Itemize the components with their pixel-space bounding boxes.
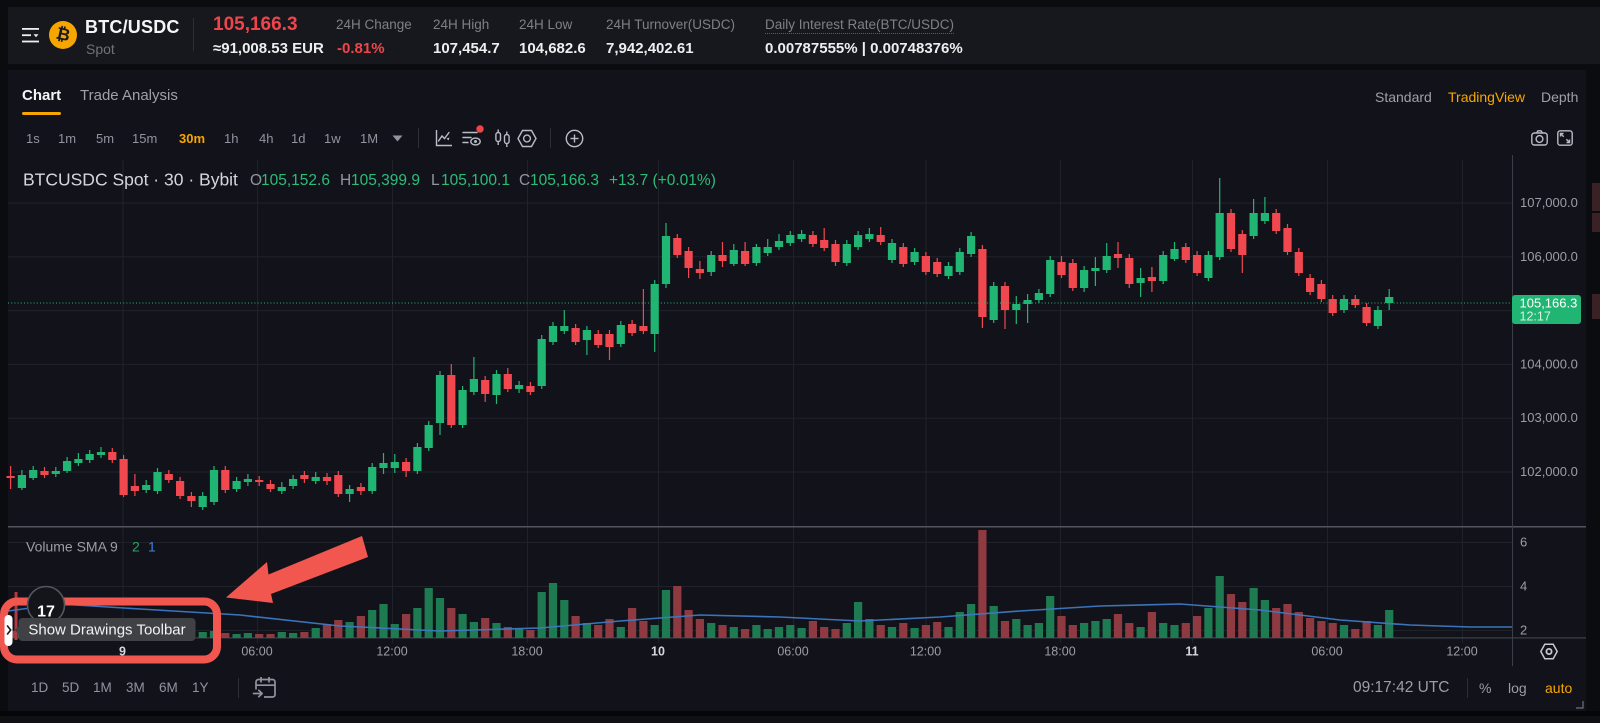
svg-text:11: 11 — [1185, 645, 1198, 659]
svg-text:1: 1 — [148, 539, 156, 555]
svg-text:12:00: 12:00 — [376, 645, 407, 659]
svg-text:17: 17 — [37, 604, 55, 621]
svg-text:105,152.6: 105,152.6 — [261, 172, 330, 189]
svg-text:102,000.0: 102,000.0 — [1520, 464, 1578, 479]
svg-text:L: L — [431, 172, 440, 189]
svg-text:106,000.0: 106,000.0 — [1520, 249, 1578, 264]
svg-text:105,399.9: 105,399.9 — [351, 172, 420, 189]
svg-text:10: 10 — [651, 645, 665, 659]
svg-text:105,166.3: 105,166.3 — [530, 172, 599, 189]
svg-text:+13.7 (+0.01%): +13.7 (+0.01%) — [609, 172, 716, 189]
svg-text:103,000.0: 103,000.0 — [1520, 410, 1578, 425]
svg-text:12:00: 12:00 — [1446, 645, 1477, 659]
svg-text:C: C — [519, 172, 530, 189]
svg-text:107,000.0: 107,000.0 — [1520, 195, 1578, 210]
svg-text:2: 2 — [1520, 623, 1527, 638]
svg-text:104,000.0: 104,000.0 — [1520, 356, 1578, 371]
svg-text:4: 4 — [1520, 579, 1527, 594]
svg-text:H: H — [340, 172, 351, 189]
svg-text:12:17: 12:17 — [1520, 310, 1551, 324]
svg-text:105,100.1: 105,100.1 — [441, 172, 510, 189]
svg-text:105,166.3: 105,166.3 — [1520, 296, 1578, 311]
svg-text:06:00: 06:00 — [241, 645, 272, 659]
svg-text:9: 9 — [119, 645, 126, 659]
svg-text:BTCUSDC Spot · 30 · Bybit: BTCUSDC Spot · 30 · Bybit — [23, 170, 238, 190]
svg-text:6: 6 — [1520, 535, 1527, 550]
svg-text:18:00: 18:00 — [511, 645, 542, 659]
svg-text:O: O — [250, 172, 262, 189]
svg-text:12:00: 12:00 — [910, 645, 941, 659]
svg-text:Volume SMA 9: Volume SMA 9 — [26, 539, 118, 555]
svg-text:06:00: 06:00 — [777, 645, 808, 659]
svg-text:2: 2 — [132, 539, 140, 555]
svg-text:Show Drawings Toolbar: Show Drawings Toolbar — [28, 622, 185, 639]
svg-text:06:00: 06:00 — [1311, 645, 1342, 659]
svg-text:18:00: 18:00 — [1044, 645, 1075, 659]
